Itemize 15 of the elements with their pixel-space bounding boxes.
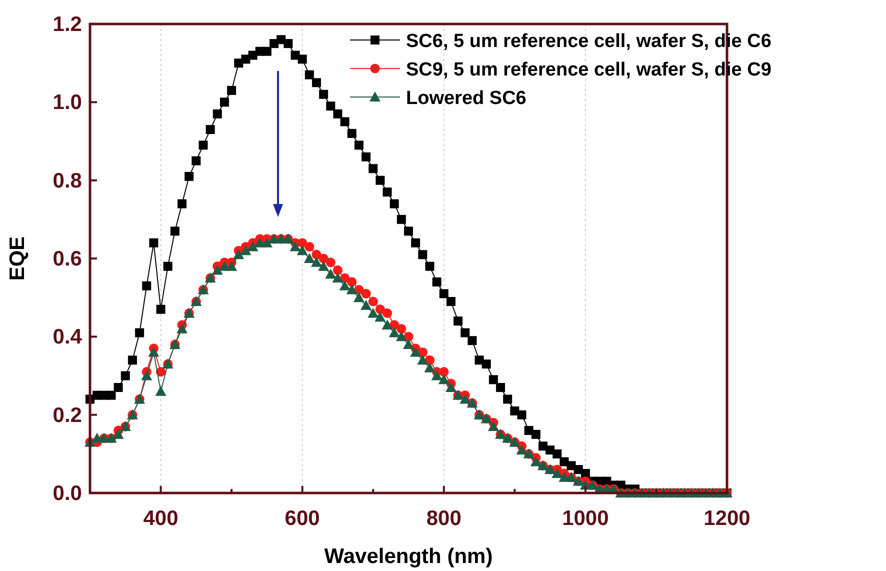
y-tick-label: 0.4 (52, 326, 82, 349)
x-tick-label: 1000 (562, 507, 609, 530)
y-tick-label: 1.2 (52, 13, 82, 36)
y-tick-label: 0.0 (52, 482, 82, 505)
y-tick-label: 0.8 (52, 169, 82, 192)
x-tick-label: 800 (426, 507, 462, 530)
x-axis-title: Wavelength (nm) (324, 545, 493, 568)
x-tick-label: 1200 (704, 507, 750, 530)
y-axis-title: EQE (6, 236, 29, 281)
x-tick-label: 600 (284, 507, 320, 530)
legend-label: Lowered SC6 (406, 88, 526, 109)
x-tick-label: 400 (143, 507, 178, 530)
y-tick-label: 0.2 (52, 404, 82, 427)
y-tick-label: 0.6 (52, 248, 82, 270)
y-tick-label: 1.0 (52, 91, 82, 114)
